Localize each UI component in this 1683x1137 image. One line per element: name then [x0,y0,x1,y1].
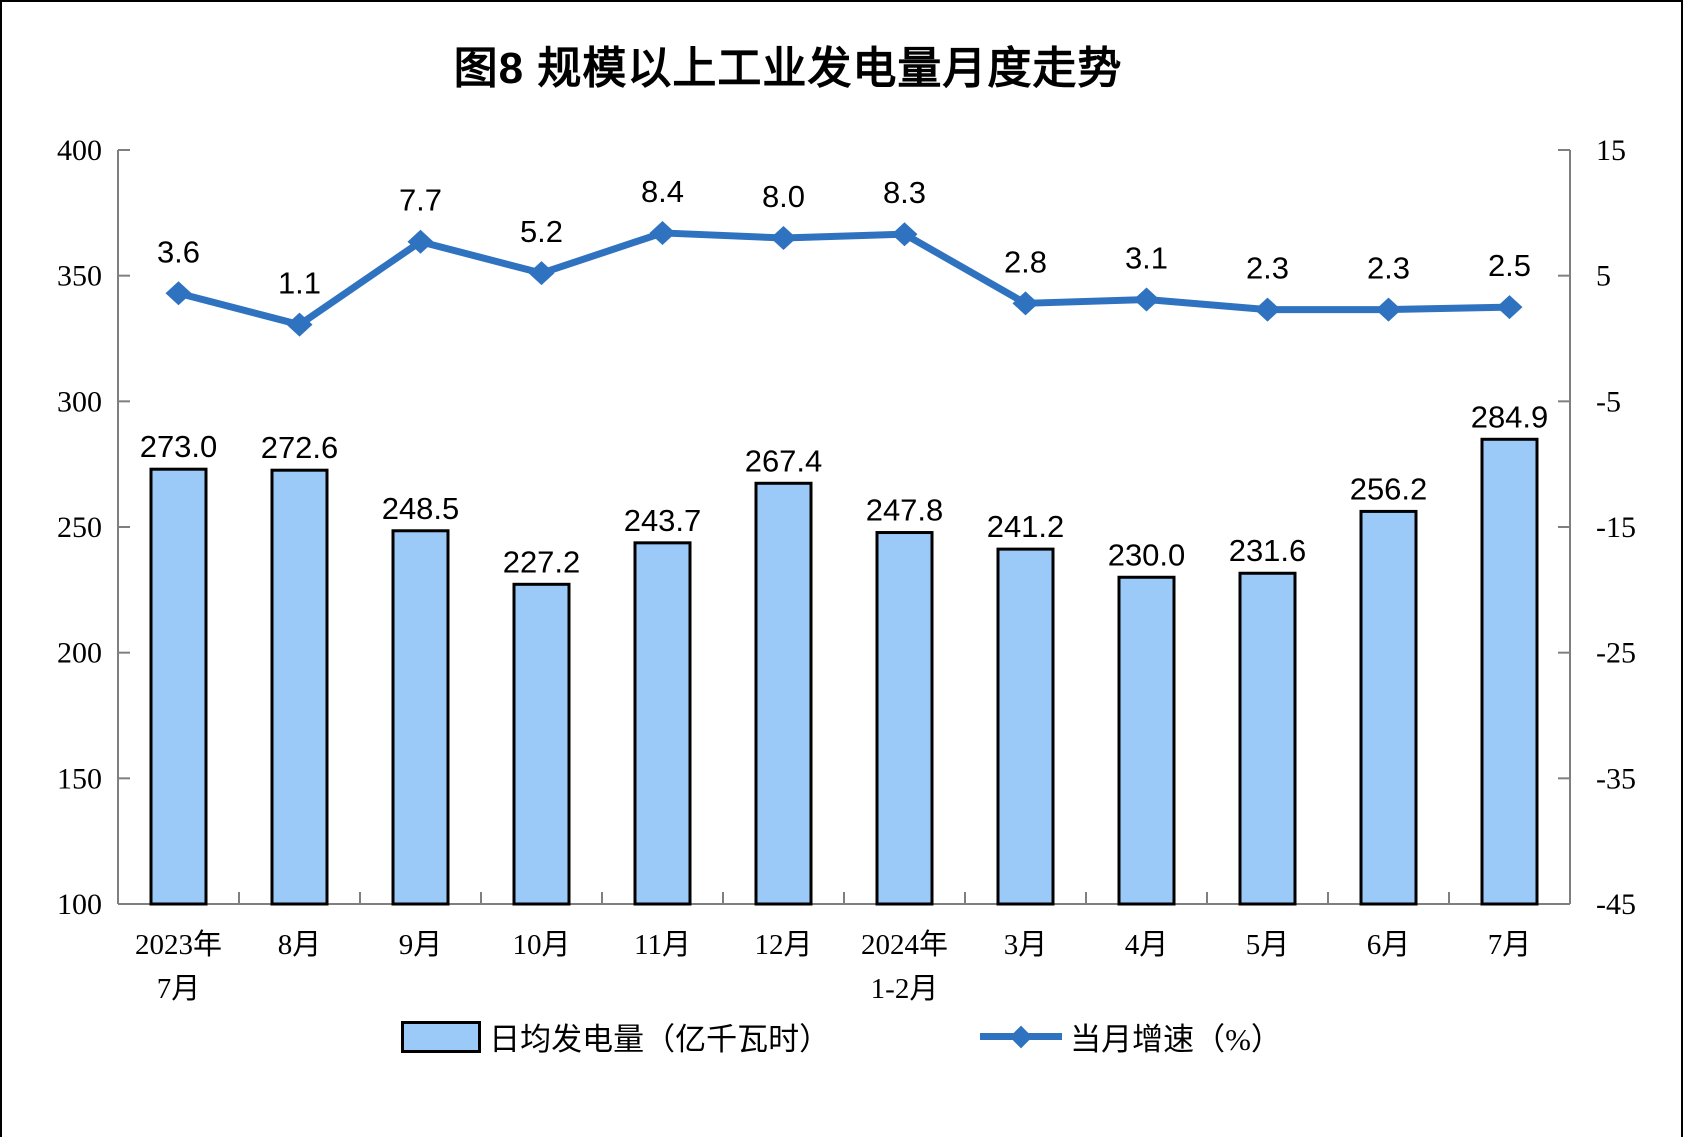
line-series-label: 当月增速（%） [1070,1022,1282,1057]
bar [270,468,329,906]
bar-value-label: 241.2 [987,509,1065,544]
category-label: 6月 [1367,929,1411,961]
category-label: 3月 [1004,929,1048,961]
legend-item-line-series: 当月增速（%） [980,1014,1282,1059]
y-axis-right-tick-label: -5 [1596,385,1621,418]
bar [1480,437,1539,906]
diamond-marker-icon [1009,1025,1033,1048]
line-value-label: 5.2 [520,214,563,249]
line-value-label: 3.1 [1125,241,1168,276]
bar [754,481,813,906]
y-axis-left-tick-label: 400 [57,134,102,167]
category-label: 11月 [634,929,691,961]
line-value-label: 8.0 [762,179,805,214]
line-series-swatch [980,1025,1063,1048]
line-value-label: 1.1 [278,266,321,301]
line-value-label: 8.4 [641,174,684,209]
line-marker [407,229,434,254]
line-marker [528,261,555,286]
legend: 日均发电量（亿千瓦时） 当月增速（%） [2,1014,1681,1059]
bar [1117,575,1176,906]
line-marker [286,312,313,337]
line-value-label: 3.6 [157,234,200,269]
y-axis-left-tick-label: 300 [57,385,102,418]
bar [633,541,692,906]
bar-value-label: 243.7 [624,503,702,538]
bar [149,467,208,906]
line-marker [891,222,918,247]
category-label: 2023年 7月 [135,928,222,1005]
y-axis-right-tick-label: -35 [1596,762,1636,795]
bar [996,547,1055,906]
y-axis-right-tick-label: 15 [1596,134,1626,167]
bar-value-label: 231.6 [1229,533,1307,568]
chart-title: 图8 规模以上工业发电量月度走势 [453,44,1123,93]
line-marker [770,225,797,250]
category-label: 8月 [278,929,322,961]
category-label: 9月 [399,929,443,961]
bar-series-label: 日均发电量（亿千瓦时） [489,1022,831,1057]
y-axis-right-tick-label: -15 [1596,511,1636,544]
y-axis-left-tick-label: 350 [57,260,102,293]
bar [512,582,571,906]
bar-value-label: 273.0 [140,429,218,464]
line-value-label: 7.7 [399,183,442,218]
bar-value-label: 247.8 [866,493,944,528]
y-axis-left-tick-label: 150 [57,762,102,795]
bar-value-label: 256.2 [1350,471,1428,506]
bar-value-label: 230.0 [1108,537,1186,572]
line-marker [1254,297,1281,322]
bar-value-label: 267.4 [745,443,823,478]
y-axis-right-tick-label: -25 [1596,637,1636,670]
y-axis-right-tick-label: -45 [1596,888,1636,921]
category-label: 5月 [1246,929,1290,961]
line-marker [1496,295,1523,320]
category-label: 7月 [1488,929,1532,961]
line-value-label: 2.8 [1004,244,1047,279]
line-value-label: 2.3 [1367,251,1410,286]
legend-item-bar-series: 日均发电量（亿千瓦时） [401,1014,830,1059]
category-label: 4月 [1125,929,1169,961]
line-value-label: 8.3 [883,175,926,210]
line-series [175,229,1513,329]
line-value-label: 2.5 [1488,248,1531,283]
y-axis-left-tick-label: 250 [57,511,102,544]
line-marker [649,220,676,245]
category-label: 10月 [512,929,570,961]
bar-series-swatch [401,1020,482,1053]
bar-value-label: 272.6 [261,430,339,465]
bar [875,531,934,906]
bar [391,529,450,906]
bar-value-label: 248.5 [382,491,460,526]
category-label: 2024年 1-2月 [861,928,948,1005]
line-marker [165,281,192,306]
line-value-label: 2.3 [1246,251,1289,286]
bar [1359,509,1418,906]
y-axis-left-tick-label: 200 [57,637,102,670]
bar-value-label: 284.9 [1471,399,1549,434]
bar-value-label: 227.2 [503,544,581,579]
y-axis-right-tick-label: 5 [1596,260,1611,293]
line-marker [1375,297,1402,322]
category-label: 12月 [754,929,812,961]
line-marker [1133,287,1160,312]
line-marker [1012,291,1039,316]
y-axis-left-tick-label: 100 [57,888,102,921]
bar [1238,571,1297,906]
